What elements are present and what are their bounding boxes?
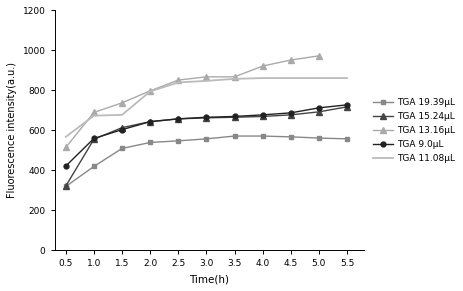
TGA 13.16μL	[175, 78, 181, 82]
Line: TGA 9.0μL: TGA 9.0μL	[63, 102, 349, 168]
TGA 11.08μL	[288, 76, 293, 80]
TGA 13.16μL	[147, 89, 153, 93]
TGA 13.16μL	[315, 54, 321, 58]
TGA 15.24μL	[63, 184, 69, 188]
TGA 13.16μL	[119, 101, 125, 104]
TGA 11.08μL	[203, 79, 209, 83]
TGA 13.16μL	[203, 75, 209, 79]
TGA 11.08μL	[91, 114, 96, 117]
Line: TGA 19.39μL: TGA 19.39μL	[63, 134, 349, 189]
TGA 9.0μL	[315, 106, 321, 110]
TGA 19.39μL	[63, 185, 69, 188]
TGA 13.16μL	[259, 64, 265, 68]
TGA 19.39μL	[315, 136, 321, 140]
TGA 9.0μL	[344, 103, 349, 107]
TGA 9.0μL	[203, 116, 209, 119]
TGA 19.39μL	[91, 165, 96, 168]
TGA 19.39μL	[344, 137, 349, 141]
TGA 9.0μL	[175, 117, 181, 120]
TGA 9.0μL	[147, 120, 153, 123]
TGA 19.39μL	[119, 147, 125, 150]
TGA 19.39μL	[147, 141, 153, 144]
Line: TGA 11.08μL: TGA 11.08μL	[66, 78, 346, 137]
TGA 15.24μL	[259, 115, 265, 118]
TGA 15.24μL	[344, 105, 349, 109]
TGA 11.08μL	[231, 77, 237, 81]
TGA 9.0μL	[231, 115, 237, 118]
TGA 15.24μL	[147, 120, 153, 123]
Line: TGA 15.24μL: TGA 15.24μL	[63, 104, 349, 189]
TGA 11.08μL	[315, 76, 321, 80]
TGA 19.39μL	[175, 139, 181, 143]
TGA 15.24μL	[288, 113, 293, 117]
TGA 15.24μL	[175, 117, 181, 120]
TGA 15.24μL	[315, 110, 321, 113]
TGA 11.08μL	[63, 135, 69, 139]
TGA 11.08μL	[147, 90, 153, 93]
TGA 19.39μL	[288, 135, 293, 139]
TGA 11.08μL	[259, 76, 265, 80]
TGA 19.39μL	[259, 134, 265, 138]
TGA 15.24μL	[203, 116, 209, 120]
TGA 15.24μL	[91, 138, 96, 141]
TGA 9.0μL	[119, 128, 125, 132]
TGA 15.24μL	[231, 116, 237, 119]
Legend: TGA 19.39μL, TGA 15.24μL, TGA 13.16μL, TGA 9.0μL, TGA 11.08μL: TGA 19.39μL, TGA 15.24μL, TGA 13.16μL, T…	[371, 96, 456, 165]
TGA 13.16μL	[63, 146, 69, 149]
TGA 11.08μL	[175, 81, 181, 84]
TGA 9.0μL	[259, 113, 265, 117]
TGA 13.16μL	[231, 75, 237, 79]
TGA 9.0μL	[63, 164, 69, 168]
TGA 13.16μL	[91, 111, 96, 114]
TGA 11.08μL	[119, 113, 125, 117]
TGA 19.39μL	[231, 134, 237, 138]
TGA 9.0μL	[91, 137, 96, 140]
TGA 11.08μL	[344, 76, 349, 80]
Line: TGA 13.16μL: TGA 13.16μL	[63, 53, 321, 150]
TGA 9.0μL	[288, 111, 293, 115]
TGA 19.39μL	[203, 137, 209, 141]
TGA 13.16μL	[288, 58, 293, 62]
X-axis label: Time(h): Time(h)	[189, 274, 229, 284]
Y-axis label: Fluorescence intensity(a.u.): Fluorescence intensity(a.u.)	[7, 63, 17, 198]
TGA 15.24μL	[119, 126, 125, 129]
